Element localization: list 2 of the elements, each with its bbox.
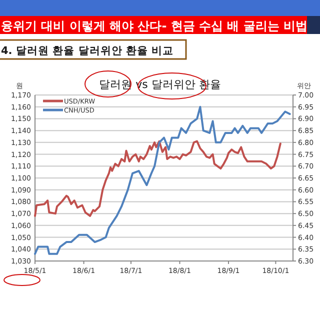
chart-subtitle: 4. 달러원 환율 달러위안 환율 비교 [1,45,174,57]
text: 융위기 대비 이렇게 해야 산다- 현금 수십 배 굴리는 비법 [1,19,308,33]
